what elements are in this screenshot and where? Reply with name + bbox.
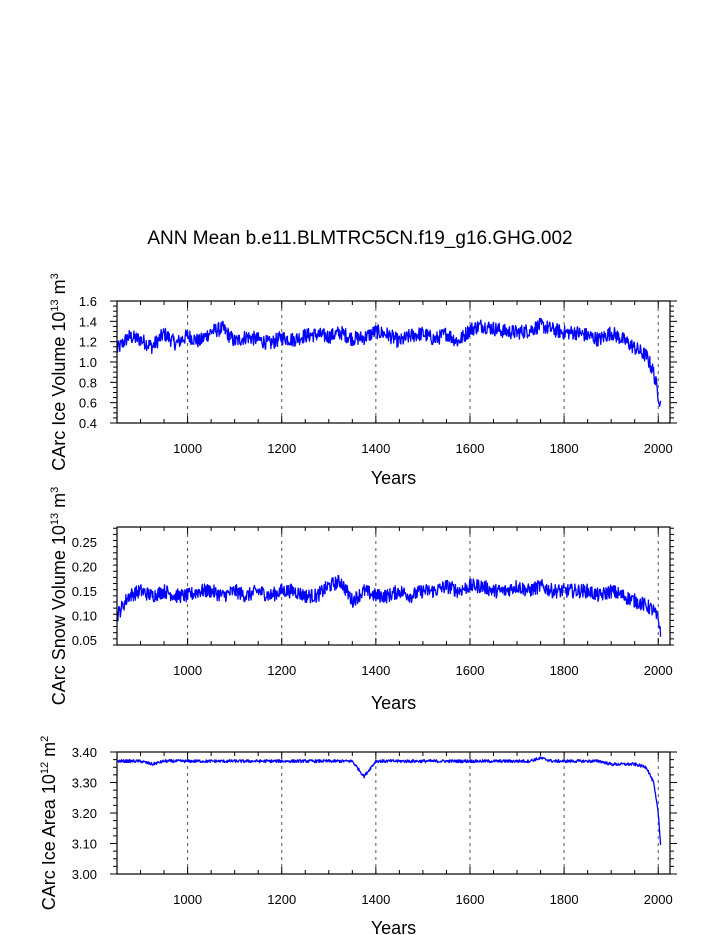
ice-area-ytick-label: 3.40 — [72, 745, 97, 760]
ice-area-ytick-label: 3.00 — [72, 867, 97, 882]
figure-title: ANN Mean b.e11.BLMTRC5CN.f19_g16.GHG.002 — [147, 228, 572, 249]
snow-volume-ylabel: CArc Snow Volume 1013 m3 — [49, 487, 69, 705]
ice-volume-xtick-label: 1600 — [456, 441, 485, 456]
ice-volume-ytick-label: 1.4 — [79, 314, 97, 329]
ice-volume-xtick-label: 1800 — [550, 441, 579, 456]
ice-area-xlabel: Years — [371, 918, 416, 935]
ice-area-xtick-label: 1800 — [550, 892, 579, 907]
snow-volume-xtick-label: 1400 — [361, 663, 390, 678]
ice-volume-xtick-label: 2000 — [644, 441, 673, 456]
ice-volume-ytick-label: 0.4 — [79, 416, 97, 431]
ice-volume-xtick-label: 1400 — [361, 441, 390, 456]
ice-area-plot-frame — [116, 751, 671, 875]
ice-volume-ylabel: CArc Ice Volume 1013 m3 — [49, 273, 69, 470]
ice-volume-xtick-label: 1000 — [173, 441, 202, 456]
ice-area-xtick-label: 1600 — [456, 892, 485, 907]
ice-volume-xtick-label: 1200 — [267, 441, 296, 456]
snow-volume-ytick-label: 0.20 — [72, 559, 97, 574]
ice-area-series-line — [116, 756, 662, 845]
ice-area-xtick-label: 2000 — [644, 892, 673, 907]
snow-volume-ytick-label: 0.25 — [72, 535, 97, 550]
snow-volume-panel: 1000 1200 1400 1600 1800 2000 0.05 0.10 0.15 0.20… — [49, 487, 674, 713]
snow-volume-xtick-label: 2000 — [644, 663, 673, 678]
ice-volume-plot-frame — [116, 300, 671, 424]
snow-volume-series-line — [116, 574, 662, 637]
snow-volume-xtick-label: 1600 — [456, 663, 485, 678]
snow-volume-xlabel: Years — [371, 693, 416, 713]
ice-area-xtick-label: 1400 — [361, 892, 390, 907]
ice-volume-xlabel: Years — [371, 468, 416, 488]
ice-area-panel: 1000 1200 1400 1600 1800 2000 3.00 3.10 3.20 3.30… — [39, 736, 677, 935]
snow-volume-plot-frame — [116, 526, 671, 646]
ice-volume-series-line — [116, 317, 662, 407]
ice-volume-ytick-label: 1.6 — [79, 294, 97, 309]
ice-volume-ytick-label: 1.0 — [79, 355, 97, 370]
snow-volume-ytick-label: 0.15 — [72, 584, 97, 599]
ice-volume-panel: 1000 1200 1400 1600 1800 2000 0.4 0.6 0.8 1.0 1.2 1… — [49, 273, 677, 488]
ice-area-ylabel: CArc Ice Area 1012 m2 — [39, 736, 59, 910]
ice-volume-ytick-label: 0.8 — [79, 375, 97, 390]
ice-area-ytick-label: 3.10 — [72, 837, 97, 852]
snow-volume-xtick-label: 1800 — [550, 663, 579, 678]
ice-area-xtick-label: 1200 — [267, 892, 296, 907]
ice-volume-ytick-label: 1.2 — [79, 335, 97, 350]
ice-area-ytick-label: 3.30 — [72, 776, 97, 791]
ice-area-xtick-label: 1000 — [173, 892, 202, 907]
snow-volume-xtick-label: 1200 — [267, 663, 296, 678]
snow-volume-xtick-label: 1000 — [173, 663, 202, 678]
snow-volume-ytick-label: 0.05 — [72, 633, 97, 648]
ice-area-ytick-label: 3.20 — [72, 806, 97, 821]
snow-volume-ytick-label: 0.10 — [72, 609, 97, 624]
ice-volume-ytick-label: 0.6 — [79, 396, 97, 411]
